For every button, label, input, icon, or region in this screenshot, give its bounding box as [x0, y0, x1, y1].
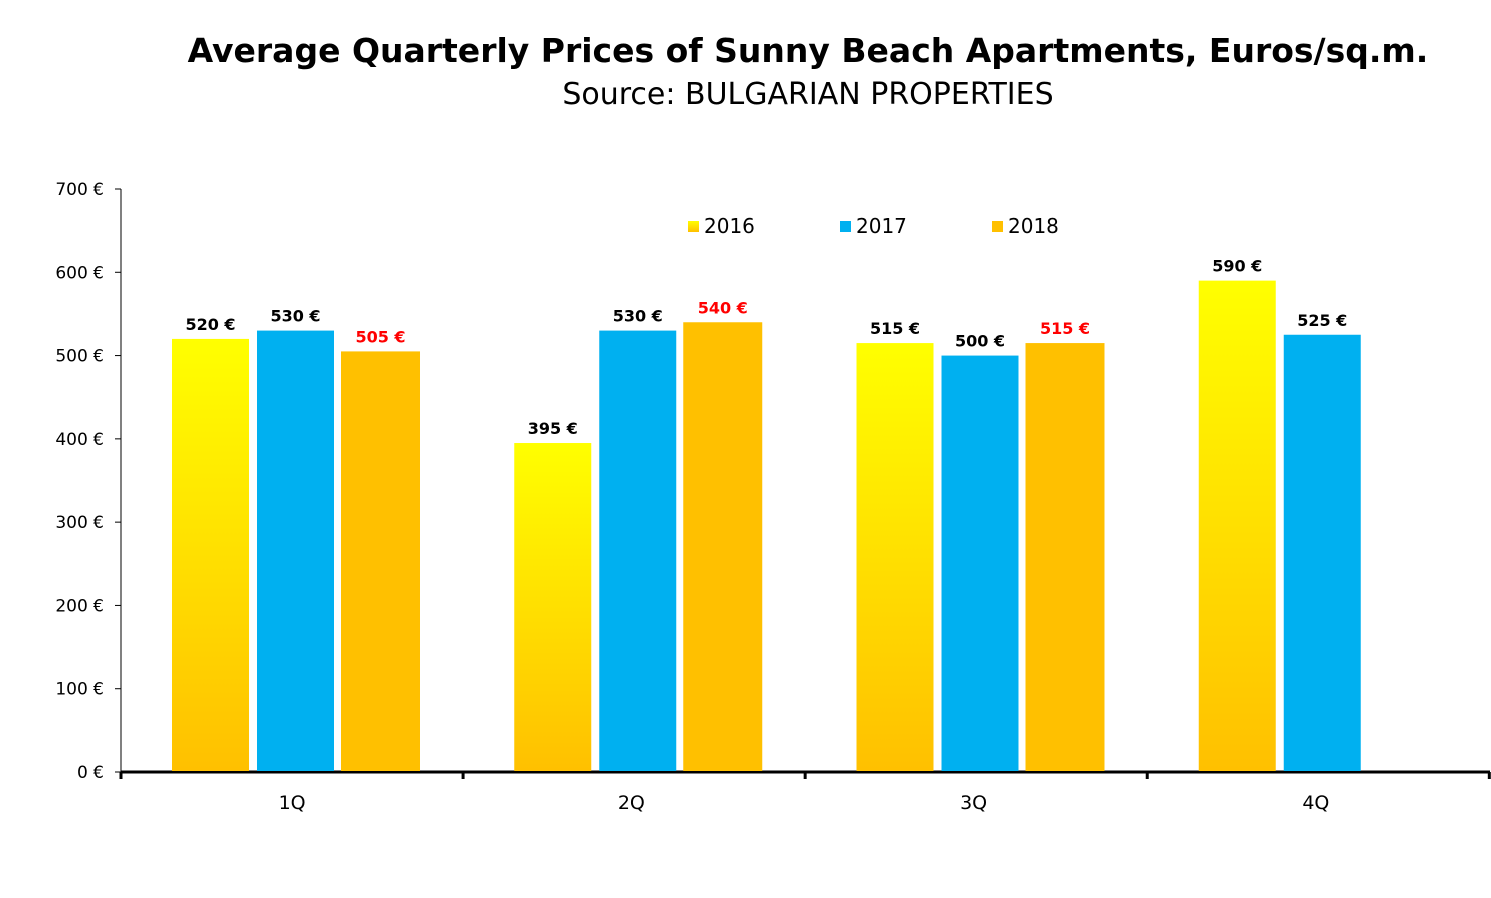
y-tick-label: 200 €: [55, 596, 104, 616]
data-label: 515 €: [1040, 319, 1090, 338]
bar-2017-2Q: [599, 330, 677, 771]
chart-subtitle: Source: BULGARIAN PROPERTIES: [562, 77, 1053, 112]
data-label: 525 €: [1297, 311, 1347, 330]
y-tick-label: 0 €: [77, 763, 104, 783]
legend-label: 2018: [1008, 214, 1059, 238]
x-category-label: 4Q: [1302, 792, 1329, 814]
data-label: 515 €: [870, 319, 920, 338]
bar-2016-2Q: [514, 443, 592, 771]
y-tick-label: 500 €: [55, 347, 104, 367]
data-label: 505 €: [355, 327, 405, 346]
x-category-label: 2Q: [618, 792, 645, 814]
legend-swatch-2016: [688, 221, 699, 232]
data-label: 520 €: [185, 315, 235, 334]
legend-label: 2017: [856, 214, 907, 238]
bar-2016-1Q: [172, 338, 249, 771]
y-tick-label: 600 €: [55, 263, 104, 283]
bar-2016-3Q: [856, 343, 934, 771]
x-category-label: 3Q: [960, 792, 987, 814]
data-label: 500 €: [955, 332, 1005, 351]
legend-swatch-2018: [992, 221, 1003, 232]
bar-2018-1Q: [341, 351, 420, 771]
y-tick-label: 400 €: [55, 430, 104, 450]
chart-title: Average Quarterly Prices of Sunny Beach …: [188, 31, 1429, 70]
bar-2017-3Q: [941, 355, 1019, 771]
y-tick-label: 700 €: [55, 180, 104, 200]
y-tick-label: 300 €: [55, 513, 104, 533]
bar-2016-4Q: [1198, 280, 1276, 771]
legend-label: 2016: [704, 214, 755, 238]
bar-2017-1Q: [257, 330, 334, 771]
legend-swatch-2017: [840, 221, 851, 232]
data-label: 530 €: [613, 307, 663, 326]
data-label: 540 €: [698, 298, 748, 317]
data-label: 395 €: [528, 419, 578, 438]
data-label: 590 €: [1212, 257, 1262, 276]
data-label: 530 €: [270, 307, 320, 326]
bar-2018-3Q: [1025, 343, 1105, 771]
bar-2018-2Q: [683, 322, 763, 771]
y-tick-label: 100 €: [55, 680, 104, 700]
bar-2017-4Q: [1283, 334, 1361, 771]
x-category-label: 1Q: [279, 792, 306, 814]
